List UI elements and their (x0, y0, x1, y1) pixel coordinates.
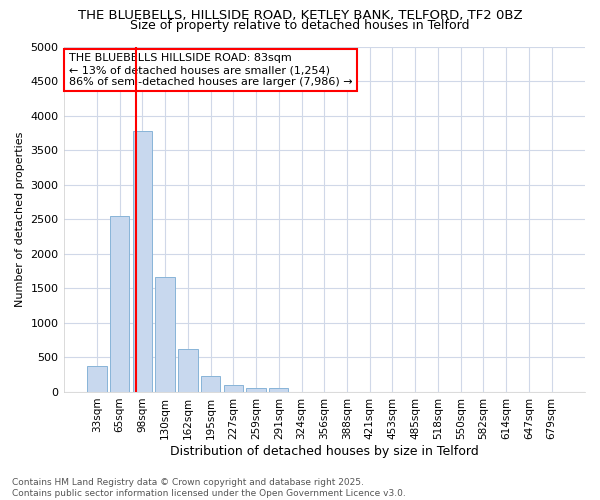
Text: Contains HM Land Registry data © Crown copyright and database right 2025.
Contai: Contains HM Land Registry data © Crown c… (12, 478, 406, 498)
Bar (133, 131, 152, 392)
Bar (110, 216, 130, 392)
Bar (87, 366, 107, 392)
Bar (201, 376, 220, 392)
Bar (224, 385, 243, 392)
Bar (247, 388, 266, 392)
Text: THE BLUEBELLS, HILLSIDE ROAD, KETLEY BANK, TELFORD, TF2 0BZ: THE BLUEBELLS, HILLSIDE ROAD, KETLEY BAN… (77, 9, 523, 22)
X-axis label: Distribution of detached houses by size in Telford: Distribution of detached houses by size … (170, 444, 479, 458)
Text: THE BLUEBELLS HILLSIDE ROAD: 83sqm
← 13% of detached houses are smaller (1,254)
: THE BLUEBELLS HILLSIDE ROAD: 83sqm ← 13%… (69, 54, 352, 86)
Bar (155, 278, 175, 392)
Y-axis label: Number of detached properties: Number of detached properties (15, 132, 25, 307)
Bar (178, 349, 197, 392)
Bar (269, 388, 289, 392)
Text: Size of property relative to detached houses in Telford: Size of property relative to detached ho… (130, 19, 470, 32)
